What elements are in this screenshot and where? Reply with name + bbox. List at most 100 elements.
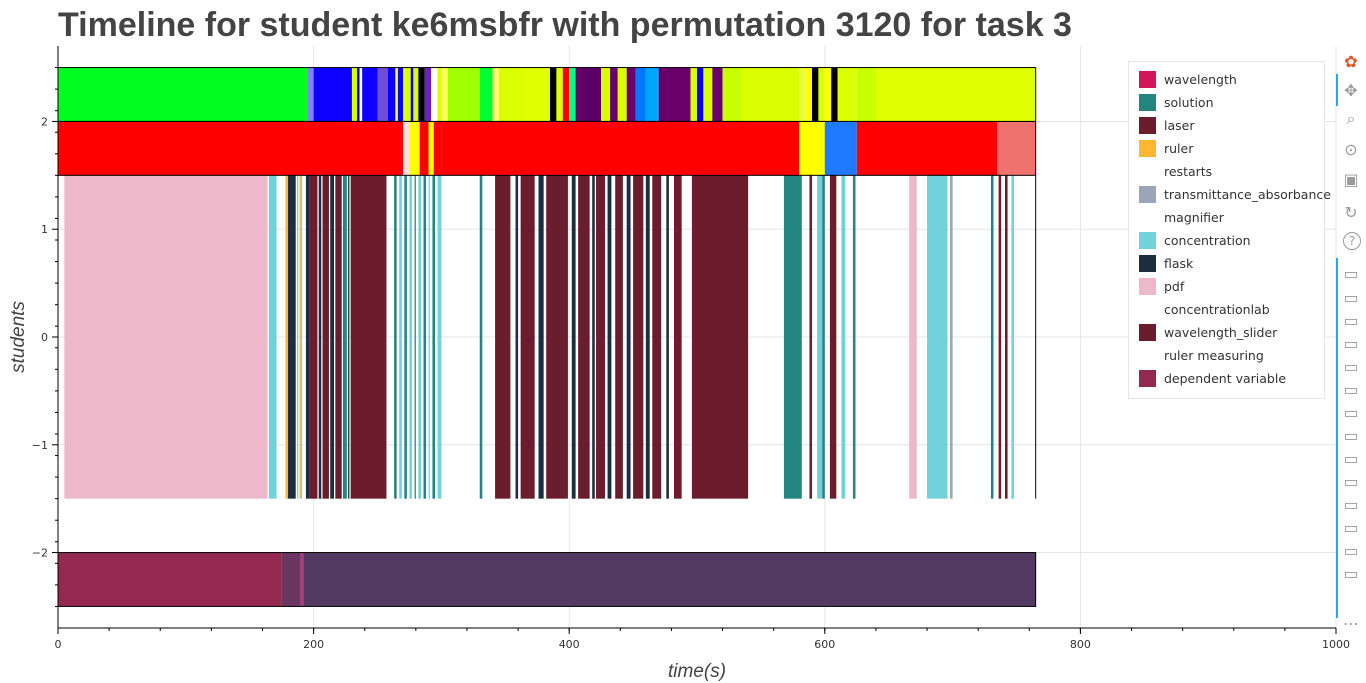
hover-icon[interactable]: ▭ [1343, 402, 1359, 422]
timeline-segment [313, 67, 352, 122]
hover-icon[interactable]: ▭ [1343, 448, 1359, 468]
legend-item[interactable]: restarts [1139, 160, 1324, 183]
legend-label: solution [1164, 95, 1214, 110]
timeline-segment [357, 67, 360, 122]
hover-icon[interactable]: ▭ [1343, 287, 1359, 307]
timeline-segment [318, 175, 322, 499]
x-tick-label: 400 [559, 638, 580, 651]
timeline-segment [997, 121, 1036, 176]
legend-item[interactable]: pdf [1139, 275, 1324, 298]
timeline-segment [492, 67, 499, 122]
timeline-segment [447, 67, 480, 122]
hover-icon[interactable]: ▭ [1343, 263, 1359, 283]
legend-item[interactable]: wavelength [1139, 68, 1324, 91]
timeline-segment [691, 175, 749, 499]
timeline-segment [673, 175, 682, 499]
legend-item[interactable]: laser [1139, 114, 1324, 137]
timeline-segment [394, 175, 397, 499]
reset-icon[interactable]: ↻ [1344, 202, 1358, 222]
hover-icon[interactable]: ▭ [1343, 494, 1359, 514]
timeline-segment [281, 552, 301, 607]
timeline-segment [592, 175, 595, 499]
legend-item[interactable]: wavelength_slider [1139, 321, 1324, 344]
timeline-segment [524, 67, 551, 122]
hover-icon[interactable]: ▭ [1343, 563, 1359, 583]
box-zoom-icon[interactable]: ⌕ [1346, 109, 1356, 128]
timeline-segment [399, 175, 402, 499]
timeline-segment [431, 67, 438, 122]
legend-item[interactable]: magnifier [1139, 206, 1324, 229]
timeline-segment [288, 175, 296, 499]
timeline-segment [307, 67, 314, 122]
timeline-segment [296, 175, 299, 499]
active-tool-indicator [1336, 74, 1338, 106]
legend-label: ruler measuring [1164, 348, 1264, 363]
timeline-segment [305, 175, 310, 499]
legend-label: flask [1164, 256, 1194, 271]
legend-item[interactable]: solution [1139, 91, 1324, 114]
timeline-segment [409, 121, 420, 176]
timeline-segment [575, 67, 582, 122]
pan-icon[interactable]: ✥ [1344, 80, 1358, 100]
save-icon[interactable]: ▣ [1343, 169, 1359, 189]
hover-icon[interactable]: ▭ [1343, 425, 1359, 445]
legend-item[interactable]: flask [1139, 252, 1324, 275]
timeline-segment [712, 67, 723, 122]
hover-icon[interactable]: ▭ [1343, 333, 1359, 353]
timeline-segment [397, 67, 404, 122]
legend-item[interactable]: ruler [1139, 137, 1324, 160]
hover-icon[interactable]: ▭ [1343, 310, 1359, 330]
more-icon[interactable]: ⋯ [1343, 613, 1359, 633]
legend-label: dependent variable [1164, 371, 1287, 386]
timeline-segment [268, 175, 277, 499]
timeline-segment [556, 67, 563, 122]
x-tick-label: 800 [1070, 638, 1091, 651]
timeline-segment [387, 67, 396, 122]
timeline-segment [615, 175, 623, 499]
timeline-segment [635, 67, 646, 122]
timeline-segment [58, 67, 308, 122]
x-axis-label: time(s) [668, 661, 726, 682]
timeline-segment [362, 67, 378, 122]
timeline-segment [351, 67, 358, 122]
timeline-segment [812, 67, 819, 122]
timeline-segment [433, 121, 442, 176]
hover-icon[interactable]: ▭ [1343, 471, 1359, 491]
timeline-segment [58, 552, 282, 607]
legend-item[interactable]: concentration [1139, 229, 1324, 252]
legend-label: concentrationlab [1164, 302, 1270, 317]
timeline-segment [831, 67, 838, 122]
hover-icon[interactable]: ▭ [1343, 517, 1359, 537]
help-icon[interactable]: ? [1343, 232, 1361, 250]
timeline-segment [824, 121, 857, 176]
timeline-segment [495, 175, 511, 499]
timeline-segment [799, 121, 825, 176]
timeline-segment [285, 175, 289, 499]
timeline-segment [626, 175, 631, 499]
hover-icon[interactable]: ▭ [1343, 356, 1359, 376]
legend-swatch [1139, 117, 1156, 134]
timeline-bars [58, 67, 1036, 607]
timeline-segment [703, 67, 713, 122]
x-tick-label: 1000 [1322, 638, 1350, 651]
timeline-segment [578, 175, 590, 499]
active-tool-indicator [1336, 258, 1338, 618]
timeline-segment [395, 67, 398, 122]
legend-item[interactable]: dependent variable [1139, 367, 1324, 390]
timeline-segment [546, 175, 568, 499]
legend-item[interactable]: ruler measuring [1139, 344, 1324, 367]
legend-item[interactable]: transmittance_absorbance [1139, 183, 1331, 206]
y-tick-label: 0 [41, 331, 48, 344]
timeline-segment [359, 67, 363, 122]
hover-icon[interactable]: ▭ [1343, 540, 1359, 560]
legend-label: wavelength_slider [1164, 325, 1278, 340]
timeline-segment [409, 175, 413, 499]
timeline-segment [1011, 175, 1014, 499]
timeline-segment [441, 67, 448, 122]
legend-item[interactable]: concentrationlab [1139, 298, 1324, 321]
wheel-zoom-icon[interactable]: ⊙ [1344, 139, 1358, 159]
timeline-segment [610, 67, 618, 122]
hover-icon[interactable]: ▭ [1343, 379, 1359, 399]
timeline-segment [424, 67, 432, 122]
